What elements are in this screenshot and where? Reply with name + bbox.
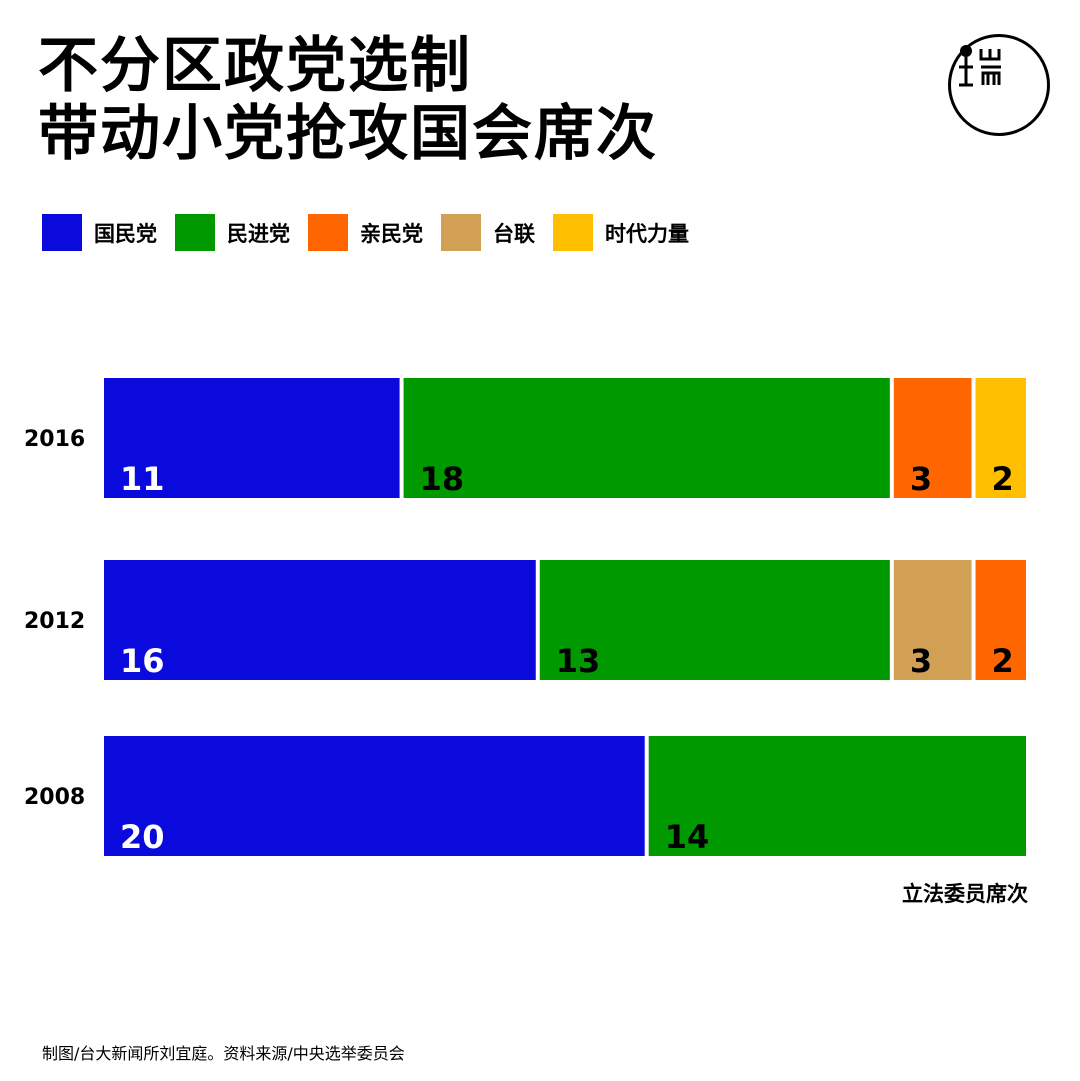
bar-2016-民进党 <box>403 378 890 498</box>
initium-logo-icon <box>948 34 1050 136</box>
bar-2012-亲民党 <box>975 560 1026 680</box>
legend-label: 亲民党 <box>360 221 423 246</box>
bar-2016-亲民党 <box>893 378 972 498</box>
bar-2008-国民党 <box>104 736 645 856</box>
legend-label: 台联 <box>493 221 535 246</box>
bar-2016-国民党 <box>104 378 400 498</box>
legend-label: 国民党 <box>94 221 157 246</box>
bar-value-label: 2 <box>992 642 1014 680</box>
bar-value-label: 13 <box>556 642 601 680</box>
bar-2008-民进党 <box>648 736 1026 856</box>
bar-2012-民进党 <box>539 560 890 680</box>
legend-swatch <box>308 214 348 251</box>
bar-value-label: 3 <box>910 642 932 680</box>
legend-swatch <box>553 214 593 251</box>
legend-swatch <box>42 214 82 251</box>
title-line-2: 带动小党抢攻国会席次 <box>38 99 658 169</box>
title-line-1: 不分区政党选制 <box>38 31 472 101</box>
x-axis-label: 立法委员席次 <box>902 882 1028 906</box>
legend-item: 国民党 <box>42 214 157 251</box>
bar-value-label: 16 <box>120 642 165 680</box>
legend-item: 时代力量 <box>553 214 689 251</box>
bar-value-label: 20 <box>120 818 165 856</box>
bar-value-label: 2 <box>992 460 1014 498</box>
bar-2012-国民党 <box>104 560 536 680</box>
year-label-2016: 2016 <box>24 427 85 452</box>
bar-value-label: 14 <box>665 818 710 856</box>
legend-label: 民进党 <box>227 221 290 246</box>
year-label-2008: 2008 <box>24 785 85 810</box>
bar-2012-台联 <box>893 560 972 680</box>
bar-2016-时代力量 <box>975 378 1026 498</box>
chart-title: 不分区政党选制 带动小党抢攻国会席次 <box>38 32 658 168</box>
legend-item: 亲民党 <box>308 214 423 251</box>
legend: 国民党 民进党 亲民党 台联 时代力量 <box>42 214 707 251</box>
bar-value-label: 3 <box>910 460 932 498</box>
bar-value-label: 18 <box>420 460 465 498</box>
legend-swatch <box>441 214 481 251</box>
legend-item: 民进党 <box>175 214 290 251</box>
source-credit: 制图/台大新闻所刘宜庭。资料来源/中央选举委员会 <box>42 1044 405 1063</box>
bar-value-label: 11 <box>120 460 165 498</box>
legend-item: 台联 <box>441 214 535 251</box>
legend-swatch <box>175 214 215 251</box>
legend-label: 时代力量 <box>605 221 689 246</box>
year-label-2012: 2012 <box>24 609 85 634</box>
